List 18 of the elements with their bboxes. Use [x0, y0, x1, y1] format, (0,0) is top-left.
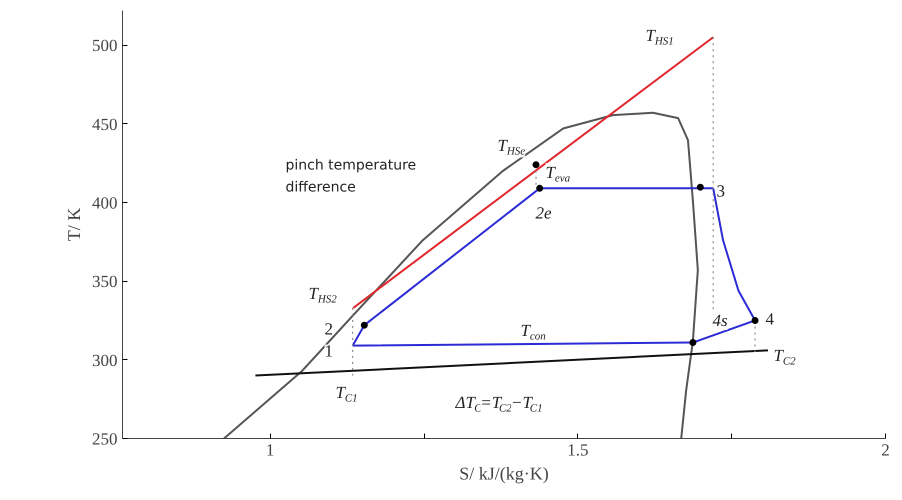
x-tick-label: 1.5: [567, 440, 588, 460]
x-axis-title: S/ kJ/(kg·K): [459, 464, 549, 484]
annotation: 4: [766, 310, 774, 328]
annotation: 2e: [536, 204, 552, 222]
y-tick-label: 300: [92, 350, 118, 370]
y-tick-label: 250: [92, 430, 118, 448]
annotation: 4s: [712, 311, 728, 330]
y-tick-label: 500: [92, 36, 118, 56]
y-tick-label: 350: [92, 272, 118, 292]
annotation: pinch temperature difference: [286, 158, 416, 196]
y-tick-label: 400: [92, 193, 118, 212]
annotation: 1: [324, 342, 333, 360]
annotation: 3: [716, 182, 725, 200]
x-tick-label: 1: [266, 440, 274, 460]
y-tick-label: 450: [92, 114, 118, 134]
annotation: 2: [324, 320, 333, 338]
x-tick-label: 2: [881, 440, 890, 460]
y-axis-title: T/ K: [64, 208, 84, 242]
